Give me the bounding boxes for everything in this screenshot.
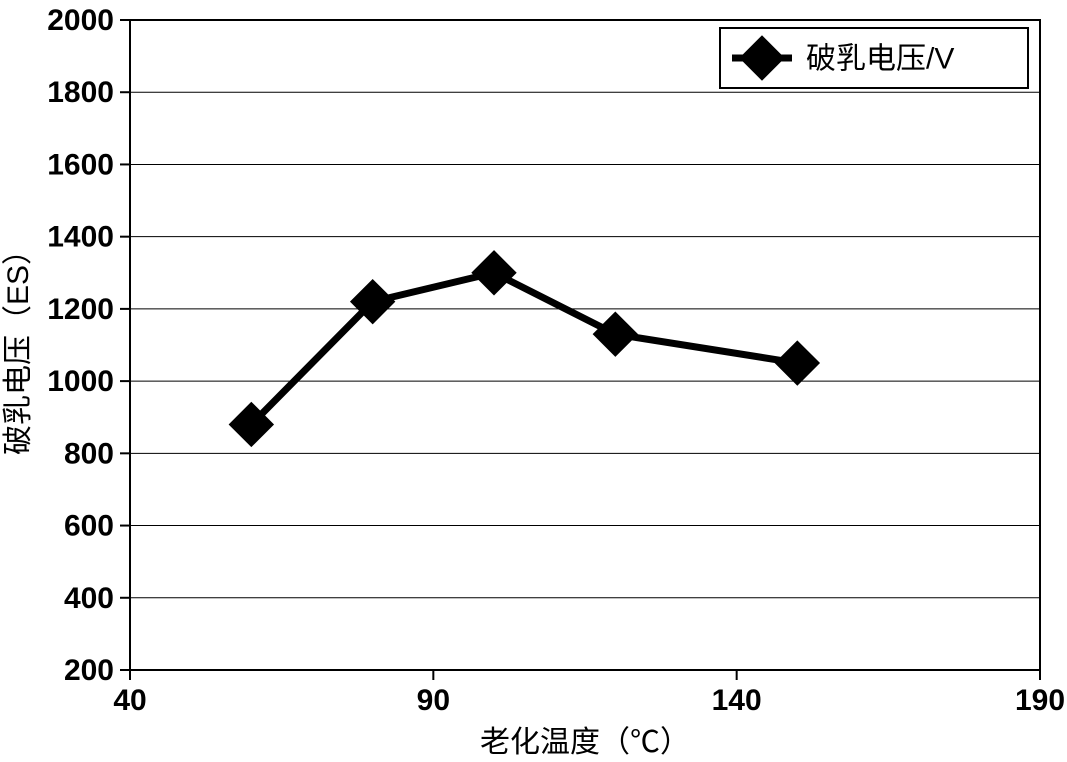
chart-container: 40 90 140 190 200 400 600 800 1000 1200 1400 1600 18… [0,0,1067,762]
y-tick-label: 600 [64,510,114,543]
y-tick-label: 2000 [47,4,114,37]
chart-svg: 40 90 140 190 200 400 600 800 1000 1200 1400 1600 18… [0,0,1067,762]
legend-label: 破乳电压/V [806,43,954,76]
y-tick-label: 1400 [47,221,114,254]
y-axis-label: 破乳电压（ES） [2,235,35,455]
x-tick-label: 140 [712,684,762,717]
x-tick-label: 40 [113,684,146,717]
y-tick-label: 1000 [47,365,114,398]
y-tick-label: 1600 [47,148,114,181]
x-axis-label: 老化温度（℃） [480,726,690,759]
y-tick-label: 200 [64,654,114,687]
x-tick-label: 190 [1015,684,1065,717]
y-tick-label: 1200 [47,293,114,326]
x-tick-label: 90 [417,684,450,717]
y-tick-label: 800 [64,437,114,470]
y-tick-label: 400 [64,582,114,615]
y-tick-label: 1800 [47,76,114,109]
